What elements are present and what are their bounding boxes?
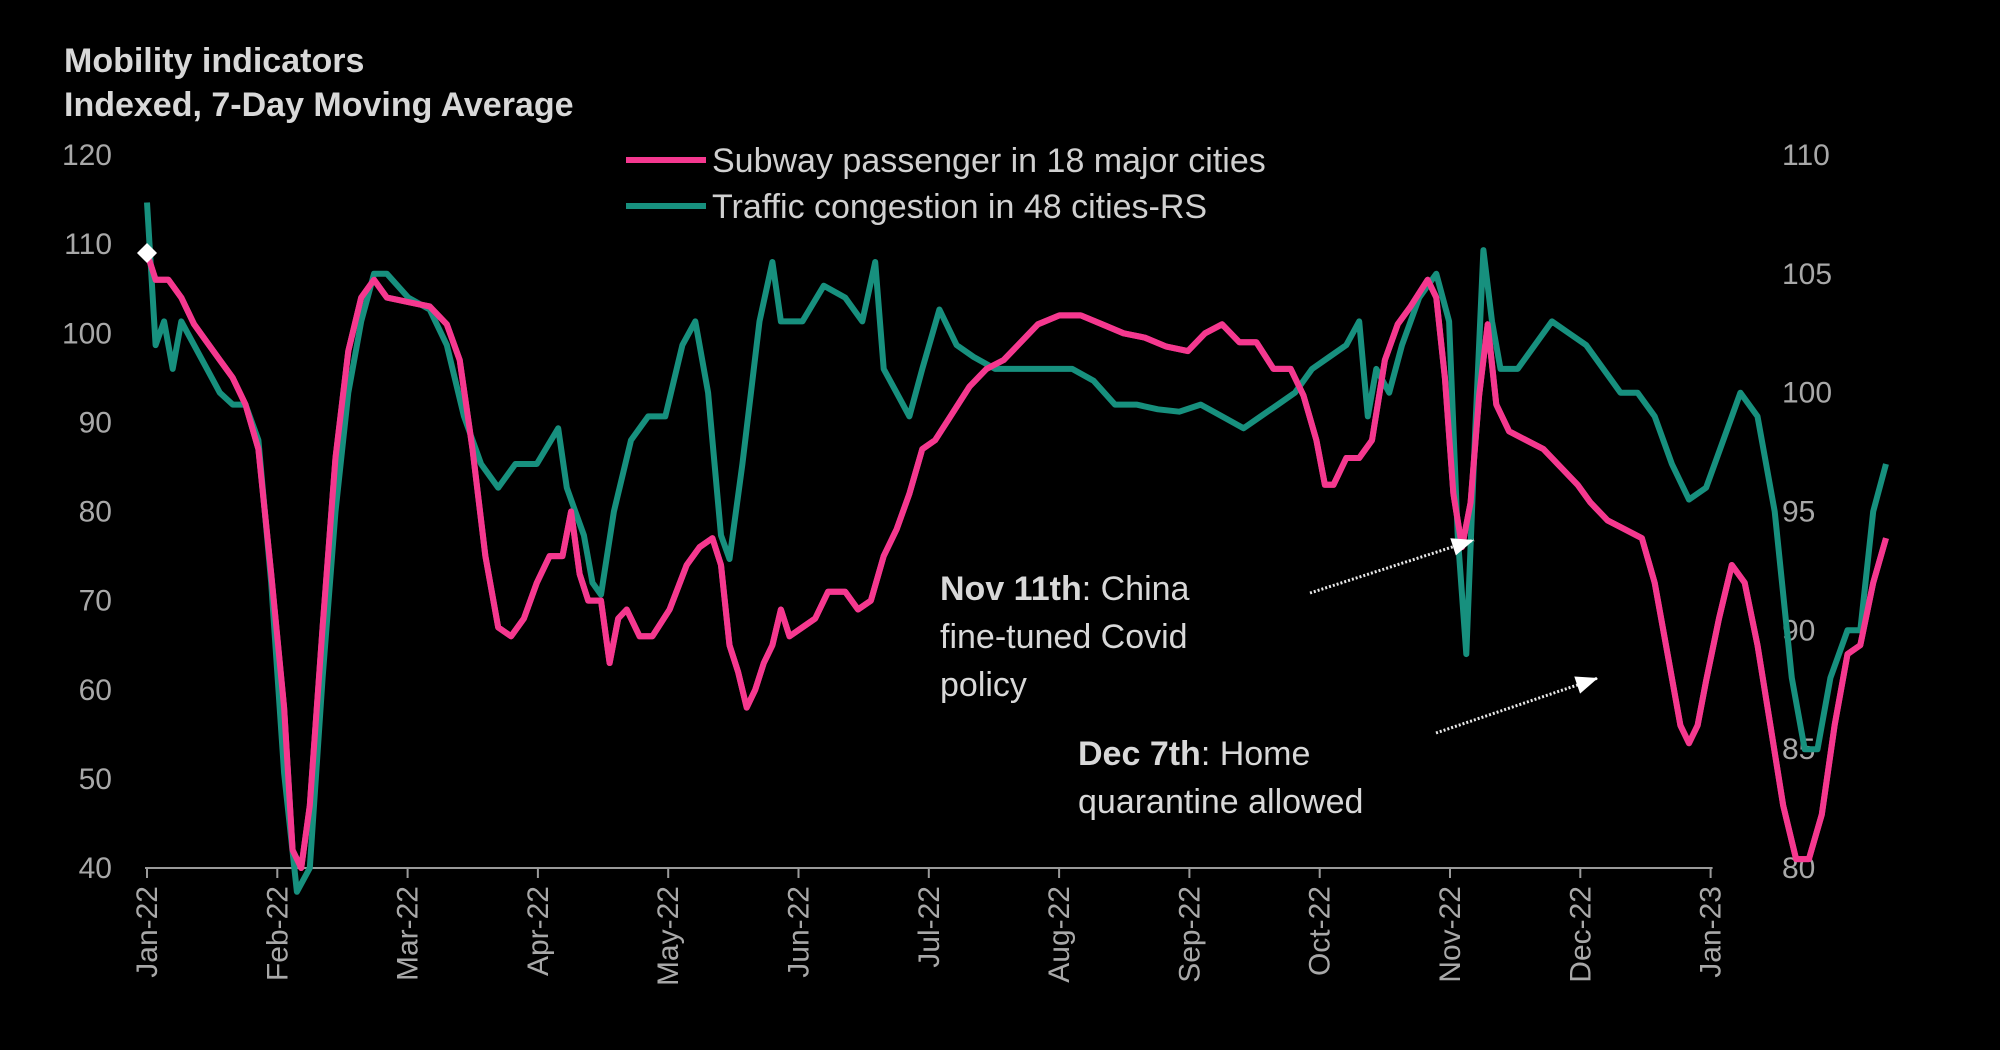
y-left-tick-label: 70 [79,585,112,618]
y-right-tick-label: 105 [1782,258,1832,291]
x-tick-label: Oct-22 [1304,886,1337,976]
x-tick-label: Jun-22 [783,886,816,978]
y-left-tick-label: 50 [79,763,112,796]
x-tick-label: Aug-22 [1043,886,1076,983]
annotation-text: Nov 11th: China [940,570,1190,608]
annotations: Nov 11th: China fine-tuned Covid policy Dec… [137,243,1599,821]
y-right-tick-label: 95 [1782,496,1815,529]
x-tick-label: Sep-22 [1173,886,1206,983]
annotation-date: Nov 11th [940,570,1082,608]
y-left-tick-label: 120 [62,139,112,172]
annotation-line: fine-tuned Covid [940,618,1188,656]
annotation-arrowhead [1450,538,1474,556]
x-tick-label: Jul-22 [913,886,946,968]
annotation-line: policy [940,666,1027,704]
y-left-tick-label: 90 [79,406,112,439]
y-left-tick-label: 80 [79,496,112,529]
annotation-arrowhead [1574,676,1598,694]
y-right-tick-label: 100 [1782,377,1832,410]
x-tick-label: Dec-22 [1564,886,1597,983]
axes: 40506070809010011012080859095100105110Ja… [62,139,1832,986]
y-left-tick-label: 60 [79,674,112,707]
annotation-arrow [1309,538,1475,595]
annotation-marker [137,243,157,263]
annotation-headline: : China [1082,570,1190,608]
y-left-tick-label: 110 [64,228,112,261]
chart-title: Mobility indicators [64,42,365,80]
annotation-line: quarantine allowed [1078,783,1363,821]
series-layer [144,202,1889,895]
annotation-headline: : Home [1201,735,1311,773]
x-tick-label: Mar-22 [392,886,425,981]
legend: Subway passenger in 18 major cities Traff… [626,142,1266,226]
annotation-arrow [1435,676,1599,735]
legend-label: Traffic congestion in 48 cities-RS [712,188,1207,226]
x-tick-label: Jan-22 [131,886,164,978]
x-tick-label: May-22 [652,886,685,986]
legend-label: Subway passenger in 18 major cities [712,142,1266,180]
y-left-tick-label: 100 [62,317,112,350]
x-tick-label: Feb-22 [261,886,294,981]
x-tick-label: Apr-22 [522,886,555,976]
chart-subtitle: Indexed, 7-Day Moving Average [64,86,574,124]
series-line-traffic [144,202,1889,895]
x-tick-label: Jan-23 [1695,886,1728,978]
y-left-tick-label: 40 [79,852,112,885]
annotation-text: Dec 7th: Home [1078,735,1310,773]
annotation-date: Dec 7th [1078,735,1201,773]
y-right-tick-label: 110 [1782,139,1830,172]
series-line-subway-overlay [144,252,1889,871]
x-tick-label: Nov-22 [1434,886,1467,983]
